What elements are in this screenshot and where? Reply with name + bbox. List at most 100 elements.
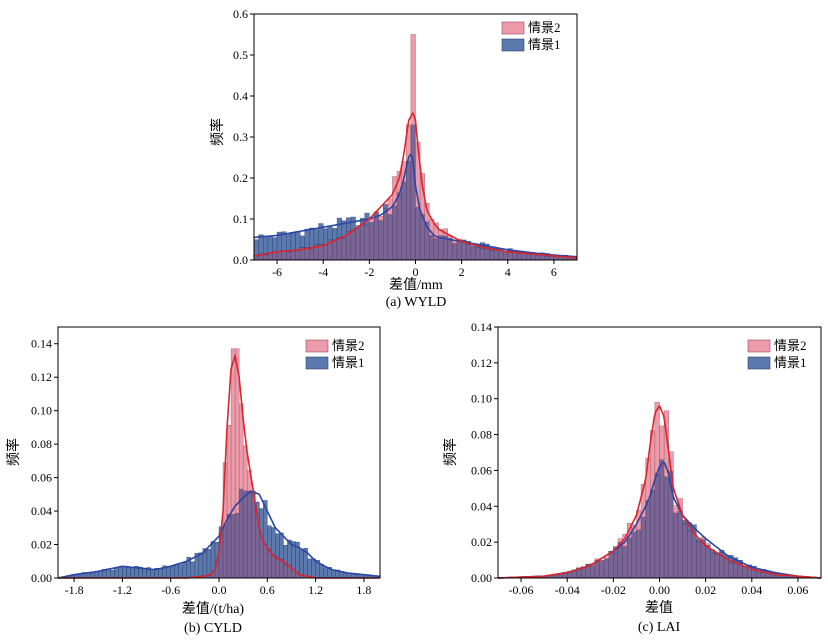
wyld-bar-overlap <box>429 234 435 261</box>
lai-caption: (c) LAI <box>638 620 681 635</box>
wyld-bar-overlap <box>286 251 292 261</box>
wyld-bar-overlap <box>401 181 407 261</box>
cyld-x-tick-label: -1.8 <box>65 583 84 597</box>
wyld-bar-overlap <box>396 192 402 261</box>
lai-bar-overlap <box>677 511 683 579</box>
cyld-legend-swatch-scenario1 <box>305 356 329 370</box>
wyld-bar-overlap <box>295 249 301 261</box>
wyld-bar-overlap <box>502 251 508 261</box>
lai-bar-overlap <box>760 572 766 579</box>
cyld-bar-overlap <box>230 514 236 579</box>
cyld-bar-scenario1 <box>110 569 115 579</box>
wyld-bar-overlap <box>290 250 296 261</box>
cyld-bar-overlap <box>226 514 232 579</box>
lai-bar-overlap <box>603 558 609 579</box>
wyld-bar-overlap <box>475 247 481 261</box>
cyld-y-tick-label: 0.10 <box>31 404 52 418</box>
lai-bar-scenario2 <box>659 425 665 460</box>
wyld-bar-overlap <box>378 220 384 261</box>
lai-y-tick-label: 0.12 <box>471 356 492 370</box>
lai-bar-scenario2 <box>673 505 679 514</box>
wyld-bar-overlap <box>387 214 393 261</box>
cyld-legend: 情景2 情景1 <box>305 338 365 370</box>
lai-bar-overlap <box>742 566 748 579</box>
wyld-legend: 情景2 情景1 <box>501 20 561 52</box>
wyld-bar-scenario1 <box>350 216 356 231</box>
lai-bar-overlap <box>650 489 656 579</box>
lai-bar-overlap <box>686 530 693 579</box>
wyld-bar-overlap <box>498 250 504 261</box>
cyld-bar-scenario2 <box>230 348 236 515</box>
wyld-bar-overlap <box>521 253 527 261</box>
lai-bar-overlap <box>696 541 702 579</box>
cyld-bar-scenario1 <box>122 567 127 579</box>
cyld-bar-scenario1 <box>182 562 187 579</box>
lai-y-tick-label: 0.08 <box>471 428 492 442</box>
wyld-bar-overlap <box>530 254 536 261</box>
wyld-bar-overlap <box>350 229 356 261</box>
cyld-bar-overlap <box>263 544 268 579</box>
lai-bar-overlap <box>723 558 729 579</box>
lai-x-tick-label: -0.04 <box>555 583 580 597</box>
wyld-bars <box>253 34 578 261</box>
cyld-bar-scenario1 <box>178 564 183 579</box>
wyld-legend-label-scenario1: 情景1 <box>528 37 561 52</box>
wyld-bar-scenario2 <box>419 173 425 215</box>
cyld-bar-scenario1 <box>130 567 135 579</box>
wyld-x-tick-label: 0 <box>413 265 419 279</box>
cyld-bar-scenario1 <box>331 570 336 579</box>
cyld-bar-overlap <box>234 512 240 579</box>
lai-y-tick-label: 0.06 <box>471 463 492 477</box>
wyld-legend-swatch-scenario2 <box>501 21 525 35</box>
wyld-bar-overlap <box>355 227 361 261</box>
lai-bar-overlap <box>663 476 669 579</box>
wyld-bar-scenario1 <box>323 228 329 246</box>
cyld-xlabel: 差值/(t/ha) <box>182 601 245 617</box>
cyld-bar-scenario2 <box>226 425 232 515</box>
cyld-y-tick-label: 0.00 <box>31 571 52 585</box>
cyld-y-axis: 0.00 0.02 0.04 0.06 0.08 0.10 0.12 0.14 <box>31 337 58 585</box>
cyld-legend-label-scenario1: 情景1 <box>332 355 365 370</box>
lai-bar-scenario2 <box>603 557 609 560</box>
wyld-y-tick-label: 0.5 <box>233 48 248 62</box>
lai-legend-swatch-scenario1 <box>747 356 771 370</box>
wyld-bar-overlap <box>433 238 439 261</box>
cyld-bar-overlap <box>222 524 228 579</box>
wyld-x-tick-label: 4 <box>505 265 511 279</box>
cyld-bar-scenario1 <box>275 533 280 557</box>
wyld-bar-scenario1 <box>286 233 292 253</box>
cyld-bar-scenario1 <box>114 567 119 579</box>
wyld-bar-overlap <box>253 256 259 261</box>
wyld-xlabel: 差值/mm <box>389 277 443 293</box>
cyld-bar-overlap <box>279 558 284 579</box>
cyld-plot-area: -1.8 -1.2 -0.6 0.0 0.6 1.2 1.8 0.00 0.02 0.04 0.06… <box>31 326 381 597</box>
lai-x-tick-label: -0.02 <box>601 583 626 597</box>
lai-bar-overlap <box>710 552 716 579</box>
wyld-bar-overlap <box>470 245 476 261</box>
chart-cyld: -1.8 -1.2 -0.6 0.0 0.6 1.2 1.8 0.00 0.02 0.04 0.06… <box>5 326 381 636</box>
lai-bar-overlap <box>640 516 646 579</box>
wyld-bar-overlap <box>359 224 365 261</box>
cyld-y-tick-label: 0.02 <box>31 538 52 552</box>
wyld-bar-overlap <box>452 243 458 261</box>
wyld-bar-overlap <box>406 160 412 261</box>
cyld-x-axis: -1.8 -1.2 -0.6 0.0 0.6 1.2 1.8 <box>65 578 371 597</box>
cyld-bar-scenario1 <box>118 567 123 579</box>
lai-bar-overlap <box>627 537 633 579</box>
cyld-bar-overlap <box>283 564 288 579</box>
cyld-bar-scenario1 <box>210 541 216 572</box>
wyld-bar-scenario1 <box>327 226 333 241</box>
lai-bar-overlap <box>728 562 734 579</box>
wyld-bar-scenario1 <box>263 235 269 256</box>
wyld-bar-overlap <box>512 252 518 261</box>
wyld-ylabel: 频率 <box>209 118 226 146</box>
wyld-bar-scenario1 <box>295 231 301 251</box>
lai-y-tick-label: 0.00 <box>471 571 492 585</box>
wyld-y-tick-label: 0.4 <box>233 89 248 103</box>
wyld-y-tick-label: 0.6 <box>233 7 248 21</box>
lai-bar-overlap <box>682 523 688 579</box>
wyld-bar-overlap <box>281 250 287 261</box>
cyld-x-tick-label: 1.2 <box>308 583 323 597</box>
lai-bar-overlap <box>705 544 711 579</box>
lai-bar-overlap <box>571 570 577 579</box>
